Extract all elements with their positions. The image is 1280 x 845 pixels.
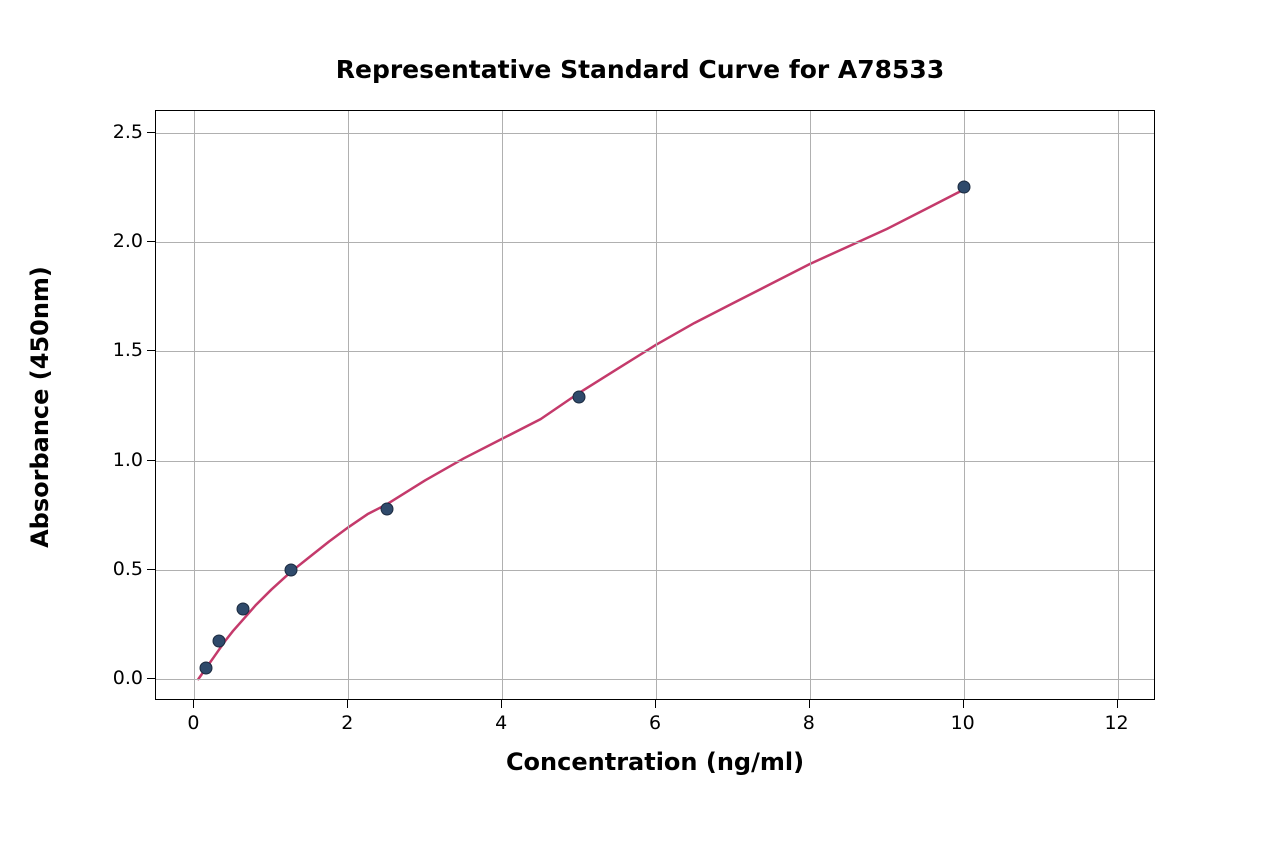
y-tick-mark	[147, 569, 155, 570]
x-tick-label: 8	[803, 712, 815, 734]
y-tick-label: 2.0	[105, 230, 143, 252]
grid-line-h	[156, 242, 1154, 243]
chart-container: Representative Standard Curve for A78533…	[0, 0, 1280, 845]
grid-line-h	[156, 133, 1154, 134]
grid-line-h	[156, 679, 1154, 680]
x-tick-mark	[347, 700, 348, 708]
y-tick-label: 0.0	[105, 667, 143, 689]
x-tick-label: 0	[187, 712, 199, 734]
y-tick-mark	[147, 350, 155, 351]
grid-line-v	[964, 111, 965, 699]
grid-line-v	[348, 111, 349, 699]
x-tick-label: 12	[1104, 712, 1128, 734]
chart-title: Representative Standard Curve for A78533	[0, 55, 1280, 84]
data-point	[212, 634, 225, 647]
data-point	[380, 502, 393, 515]
y-tick-mark	[147, 132, 155, 133]
y-tick-mark	[147, 460, 155, 461]
x-tick-mark	[501, 700, 502, 708]
y-axis-label: Absorbance (450nm)	[26, 207, 54, 607]
x-tick-mark	[193, 700, 194, 708]
grid-line-v	[810, 111, 811, 699]
y-tick-label: 2.5	[105, 121, 143, 143]
data-point	[573, 391, 586, 404]
x-tick-mark	[1117, 700, 1118, 708]
plot-area	[155, 110, 1155, 700]
x-tick-label: 10	[951, 712, 975, 734]
y-tick-mark	[147, 241, 155, 242]
grid-line-v	[502, 111, 503, 699]
grid-line-h	[156, 351, 1154, 352]
grid-line-h	[156, 570, 1154, 571]
grid-line-v	[656, 111, 657, 699]
x-tick-mark	[963, 700, 964, 708]
data-point	[284, 563, 297, 576]
y-tick-mark	[147, 678, 155, 679]
data-point	[200, 662, 213, 675]
x-tick-mark	[655, 700, 656, 708]
data-point	[236, 603, 249, 616]
y-tick-label: 0.5	[105, 558, 143, 580]
grid-line-v	[194, 111, 195, 699]
x-tick-mark	[809, 700, 810, 708]
fitted-curve	[198, 190, 963, 679]
curve-svg	[156, 111, 1154, 699]
grid-line-v	[1118, 111, 1119, 699]
x-tick-label: 2	[341, 712, 353, 734]
x-axis-label: Concentration (ng/ml)	[506, 748, 804, 776]
y-tick-label: 1.5	[105, 339, 143, 361]
data-point	[957, 181, 970, 194]
x-tick-label: 4	[495, 712, 507, 734]
y-tick-label: 1.0	[105, 449, 143, 471]
x-tick-label: 6	[649, 712, 661, 734]
grid-line-h	[156, 461, 1154, 462]
